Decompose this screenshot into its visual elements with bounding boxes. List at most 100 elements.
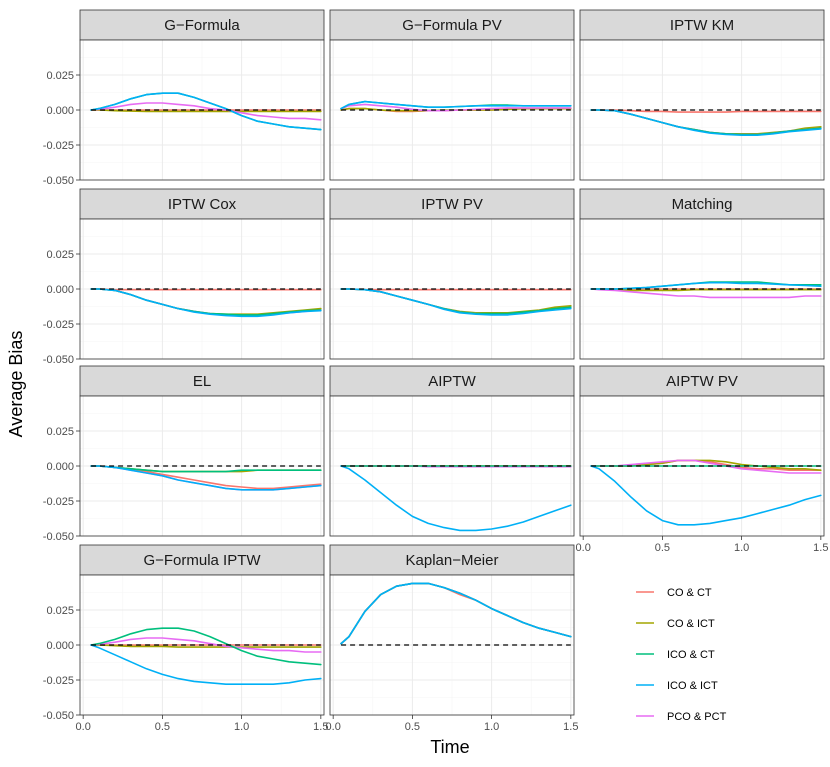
axes-layer: 0.025 0.000 -0.025 -0.050 0.025 0.000 -0.025 -0…	[43, 70, 829, 733]
y-tick-label: -0.025	[43, 496, 74, 508]
x-tick-label: 0.5	[155, 721, 170, 733]
series-line-ico-ict	[340, 582, 572, 645]
legend-item-pco-pct: PCO & PCT	[636, 711, 727, 723]
facet-title: G−Formula	[164, 17, 240, 34]
series-line-ico-ict	[90, 644, 322, 686]
series-line-co-ct	[90, 288, 322, 291]
legend-item-ico-ct: ICO & CT	[636, 649, 715, 661]
legend-label: CO & CT	[667, 587, 712, 599]
legend-item-ico-ict: ICO & ICT	[636, 680, 718, 692]
panel-border	[579, 395, 825, 537]
x-tick-label: 1.0	[734, 542, 749, 554]
facet-panel-kaplan-meier: Kaplan−Meier	[329, 544, 575, 716]
facet-strip	[329, 544, 575, 576]
series-line-pco-pct	[590, 288, 822, 299]
y-tick-label: -0.025	[43, 675, 74, 687]
panel-border	[579, 39, 825, 181]
facet-panel-iptw-pv: IPTW PV	[329, 188, 575, 360]
panel-border	[329, 395, 575, 537]
series-line-co-ct	[340, 288, 572, 291]
panel-border	[329, 574, 575, 716]
series-line-ico-ict	[90, 288, 322, 318]
series-line-ico-ict	[590, 109, 822, 136]
facet-title: G−Formula IPTW	[143, 552, 261, 569]
facet-strip	[329, 188, 575, 220]
y-tick-label: 0.025	[46, 249, 74, 261]
y-tick-label: 0.000	[46, 640, 74, 652]
legend-item-co-ict: CO & ICT	[636, 618, 715, 630]
y-tick-label: 0.025	[46, 70, 74, 82]
facet-title: IPTW KM	[670, 17, 734, 34]
facet-panel-matching: Matching	[579, 188, 825, 360]
legend: CO & CT CO & ICT ICO & CT ICO & ICT PCO & PC…	[636, 587, 727, 723]
facet-title: IPTW Cox	[168, 196, 237, 213]
series-line-co-ict	[590, 288, 822, 292]
y-tick-label: -0.050	[43, 175, 74, 187]
y-tick-label: 0.000	[46, 105, 74, 117]
x-tick-label: 0.0	[326, 721, 341, 733]
facet-title: G−Formula PV	[402, 17, 502, 34]
x-tick-label: 0.5	[655, 542, 670, 554]
facet-title: AIPTW PV	[666, 373, 738, 390]
legend-label: PCO & PCT	[667, 711, 727, 723]
facet-strip	[329, 365, 575, 397]
facet-strip	[579, 9, 825, 41]
y-tick-label: 0.025	[46, 605, 74, 617]
panel-border	[579, 218, 825, 360]
panels-layer: G−Formula G−Formula PV IPTW KM IPTW Cox IPTW…	[79, 9, 825, 716]
series-line-ico-ict	[90, 465, 322, 491]
x-tick-label: 0.0	[76, 721, 91, 733]
x-tick-label: 0.5	[405, 721, 420, 733]
x-axis-title: Time	[430, 737, 469, 757]
facet-panel-iptw-cox: IPTW Cox	[79, 188, 325, 360]
series-line-ico-ict	[340, 465, 572, 532]
facet-strip	[79, 9, 325, 41]
series-line-co-ict	[90, 644, 322, 648]
x-tick-label: 1.0	[484, 721, 499, 733]
series-line-pco-pct	[90, 102, 322, 121]
facet-panel-g-formula: G−Formula	[79, 9, 325, 181]
series-line-ico-ict	[90, 92, 322, 131]
x-tick-label: 1.5	[813, 542, 828, 554]
facet-panel-el: EL	[79, 365, 325, 537]
y-tick-label: 0.000	[46, 461, 74, 473]
x-tick-label: 0.0	[576, 542, 591, 554]
legend-label: CO & ICT	[667, 618, 715, 630]
series-line-co-ict	[90, 109, 322, 113]
facet-title: AIPTW	[428, 373, 476, 390]
x-tick-label: 1.5	[313, 721, 328, 733]
x-tick-label: 1.0	[234, 721, 249, 733]
series-line-pco-pct	[90, 637, 322, 653]
panel-border	[329, 39, 575, 181]
y-tick-label: -0.025	[43, 319, 74, 331]
facet-strip	[79, 365, 325, 397]
legend-label: ICO & ICT	[667, 680, 718, 692]
facet-strip	[79, 544, 325, 576]
facet-panel-aiptw: AIPTW	[329, 365, 575, 537]
facet-title: Matching	[672, 196, 733, 213]
series-line-ico-ict	[340, 100, 572, 110]
facet-strip	[579, 365, 825, 397]
facet-panel-aiptw-pv: AIPTW PV	[579, 365, 825, 537]
series-line-ico-ct	[90, 627, 322, 666]
facet-strip	[579, 188, 825, 220]
facet-panel-g-formula-iptw: G−Formula IPTW	[79, 544, 325, 716]
y-tick-label: 0.025	[46, 426, 74, 438]
facet-title: Kaplan−Meier	[406, 552, 499, 569]
panel-border	[329, 218, 575, 360]
x-tick-label: 1.5	[563, 721, 578, 733]
facet-panel-g-formula-pv: G−Formula PV	[329, 9, 575, 181]
facet-title: IPTW PV	[421, 196, 483, 213]
series-line-ico-ict	[340, 288, 572, 316]
facet-panel-iptw-km: IPTW KM	[579, 9, 825, 181]
y-tick-label: -0.050	[43, 354, 74, 366]
y-axis-title: Average Bias	[6, 331, 26, 438]
legend-item-co-ct: CO & CT	[636, 587, 712, 599]
facet-strip	[79, 188, 325, 220]
legend-label: ICO & CT	[667, 649, 715, 661]
y-tick-label: -0.025	[43, 140, 74, 152]
y-tick-label: 0.000	[46, 284, 74, 296]
y-tick-label: -0.050	[43, 710, 74, 722]
facet-title: EL	[193, 373, 211, 390]
